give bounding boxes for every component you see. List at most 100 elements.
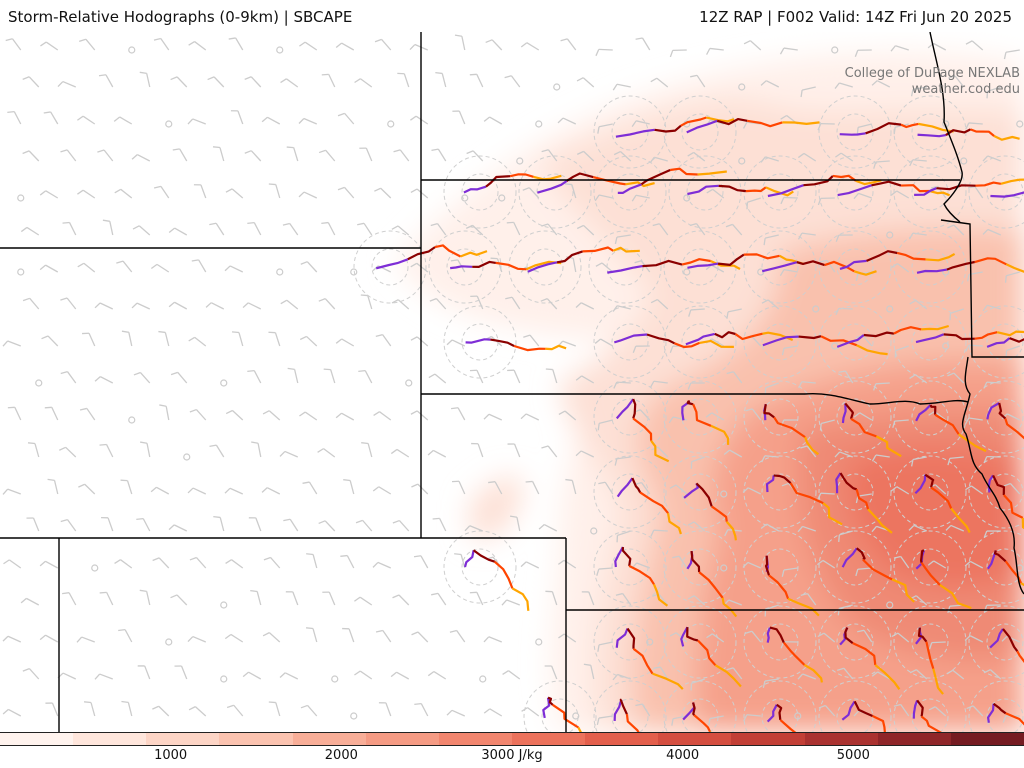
wind-barb	[763, 234, 779, 246]
wind-barb	[520, 42, 540, 51]
wind-barb	[212, 146, 225, 162]
wind-barb	[158, 330, 170, 347]
wind-barb	[706, 188, 725, 199]
hodograph	[680, 626, 742, 688]
wind-barb	[780, 196, 798, 205]
colorbar-tick-label: 1000	[154, 748, 188, 763]
wind-barb	[1003, 49, 1020, 60]
hodograph	[836, 324, 950, 348]
wind-barb	[359, 147, 373, 162]
hodograph	[687, 253, 805, 269]
wind-barb	[102, 219, 114, 236]
wind-barb	[287, 367, 299, 384]
wind-barb	[280, 299, 299, 310]
wind-barb	[251, 441, 262, 458]
wind-barb	[39, 264, 59, 273]
wind-barb	[819, 419, 835, 431]
wind-barb	[189, 408, 207, 421]
wind-barb	[672, 555, 688, 569]
wind-barb	[337, 112, 355, 125]
map-panel[interactable]: College of DuPage NEXLAB weather.cod.edu	[0, 32, 1024, 732]
wind-barb	[982, 304, 1001, 312]
wind-barb	[2, 488, 21, 495]
wind-barb	[965, 485, 984, 495]
wind-barb	[428, 373, 447, 384]
wind-barb	[302, 481, 318, 495]
wind-barb	[856, 123, 872, 135]
wind-barb	[22, 297, 40, 310]
wind-barb	[797, 525, 816, 533]
wind-barb	[817, 632, 836, 643]
hodograph-ring	[663, 680, 737, 732]
hodograph-ring	[893, 680, 967, 732]
wind-barb	[800, 593, 817, 606]
wind-barb	[2, 708, 22, 717]
wind-barb	[228, 37, 244, 51]
wind-barb	[948, 75, 965, 88]
wind-barb	[760, 80, 780, 88]
wind-barb	[152, 705, 170, 717]
hodograph-ring	[818, 305, 892, 379]
hodograph	[617, 167, 727, 194]
wind-barb	[483, 708, 503, 717]
wind-barb	[27, 442, 40, 458]
wind-barb	[340, 554, 355, 569]
colorbar-tick-label: 5000	[836, 748, 870, 763]
colorbar-segment	[950, 733, 1024, 745]
wind-barb	[150, 486, 170, 495]
wind-barb	[187, 118, 206, 125]
hodograph-ring	[893, 530, 967, 604]
wind-barb	[965, 344, 983, 352]
map-canvas	[0, 32, 1024, 732]
hodograph	[839, 627, 901, 690]
wind-barb	[724, 529, 742, 537]
wind-barb	[26, 517, 40, 532]
wind-barb	[469, 369, 484, 384]
wind-barb	[22, 76, 40, 88]
credit-url[interactable]: weather.cod.edu	[911, 82, 1020, 97]
wind-barb	[413, 555, 429, 569]
wind-barb	[927, 42, 947, 51]
wind-barb	[800, 86, 816, 98]
wind-barb	[411, 483, 429, 495]
wind-barb	[159, 404, 170, 421]
hodograph	[686, 117, 820, 134]
wind-barb	[431, 148, 447, 162]
wind-barb	[168, 524, 188, 532]
wind-barb	[323, 368, 336, 384]
hodograph	[613, 698, 640, 732]
wind-barb	[834, 82, 853, 89]
hodograph-ring	[893, 230, 967, 304]
wind-barb	[98, 74, 114, 88]
hodograph-ring	[818, 95, 892, 169]
wind-barb	[57, 80, 77, 88]
wind-barb	[871, 80, 891, 88]
colorbar-tick-label: 2000	[324, 748, 358, 763]
wind-barb	[945, 524, 965, 532]
wind-barb	[101, 516, 114, 532]
hodograph	[841, 547, 915, 603]
wind-barb	[560, 38, 577, 51]
wind-barb	[114, 188, 133, 199]
hodograph	[683, 482, 737, 541]
wind-barb	[614, 234, 631, 245]
wind-barb	[857, 629, 873, 643]
wind-barb	[39, 634, 59, 643]
wind-barb	[594, 338, 614, 347]
wind-barb	[191, 259, 207, 273]
wind-barb	[263, 556, 281, 569]
wind-barb	[690, 678, 705, 691]
wind-barb	[268, 183, 281, 199]
hodograph	[766, 703, 797, 732]
wind-barb	[668, 416, 687, 424]
hodograph	[615, 398, 670, 463]
wind-barb	[242, 671, 262, 680]
hodographs	[375, 116, 1024, 732]
wind-barb	[762, 678, 779, 689]
wind-barb	[429, 298, 447, 310]
hodograph-ring	[663, 305, 737, 379]
hodograph	[987, 474, 1024, 530]
hodograph	[542, 696, 582, 732]
wind-barb	[60, 519, 77, 532]
wind-barb	[505, 296, 521, 310]
